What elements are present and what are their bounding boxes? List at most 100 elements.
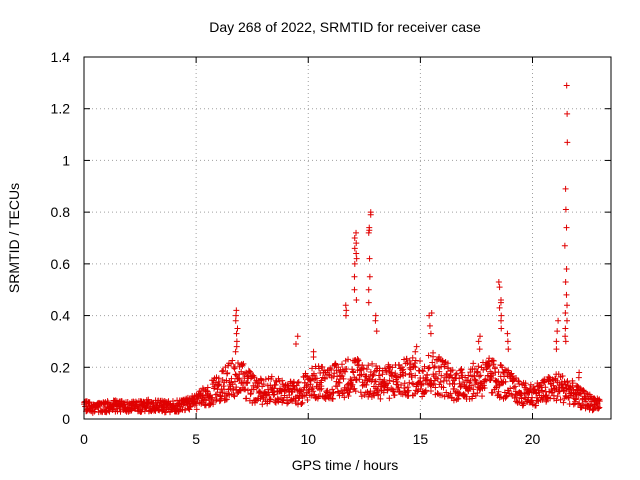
x-tick-label: 10	[300, 431, 316, 447]
data-point	[553, 346, 560, 353]
data-point	[426, 312, 433, 319]
data-point	[233, 338, 240, 345]
data-point	[260, 381, 267, 388]
data-point	[213, 396, 220, 403]
data-point	[223, 377, 230, 384]
data-point	[270, 391, 277, 398]
data-point	[389, 388, 396, 395]
data-point	[357, 389, 364, 396]
data-point	[310, 348, 317, 355]
data-point	[280, 396, 287, 403]
data-point	[562, 338, 569, 345]
data-point	[301, 379, 308, 386]
data-point	[372, 312, 379, 319]
data-point	[223, 396, 230, 403]
data-point	[303, 383, 310, 390]
data-point	[402, 370, 409, 377]
data-point	[475, 363, 482, 370]
data-point	[428, 309, 435, 316]
data-point	[233, 307, 240, 314]
data-point	[468, 382, 475, 389]
data-point	[409, 354, 416, 361]
data-point	[342, 312, 349, 319]
data-point	[447, 390, 454, 397]
data-point	[295, 395, 302, 402]
data-point	[563, 82, 570, 89]
data-point	[360, 365, 367, 372]
data-point	[520, 400, 527, 407]
data-point	[174, 404, 181, 411]
data-point	[244, 379, 251, 386]
data-point	[372, 317, 379, 324]
data-point	[474, 390, 481, 397]
data-point	[348, 382, 355, 389]
data-point	[260, 394, 267, 401]
data-point	[438, 372, 445, 379]
x-tick-labels: 0 5 10 15 20	[80, 431, 540, 447]
data-point	[550, 382, 557, 389]
data-point	[353, 250, 360, 257]
y-tick-label: 1.2	[51, 101, 71, 117]
data-point	[394, 378, 401, 385]
data-point	[439, 357, 446, 364]
data-point	[366, 273, 373, 280]
axis-ticks	[83, 56, 611, 420]
data-point	[267, 396, 274, 403]
data-point	[436, 368, 443, 375]
data-point	[463, 393, 470, 400]
data-point	[326, 390, 333, 397]
data-point	[396, 388, 403, 395]
data-point	[498, 325, 505, 332]
data-point	[363, 381, 370, 388]
data-point	[220, 368, 227, 375]
data-point	[86, 399, 93, 406]
data-point	[340, 390, 347, 397]
data-point	[458, 383, 465, 390]
data-point	[353, 297, 360, 304]
data-point	[187, 404, 194, 411]
data-point	[442, 358, 449, 365]
data-point	[373, 328, 380, 335]
data-point	[365, 299, 372, 306]
data-point	[444, 393, 451, 400]
data-point	[349, 381, 356, 388]
data-point	[513, 394, 520, 401]
data-point	[310, 353, 317, 360]
data-point	[559, 373, 566, 380]
data-point	[596, 397, 603, 404]
data-point	[529, 394, 536, 401]
data-point	[293, 382, 300, 389]
data-point	[366, 255, 373, 262]
data-point	[386, 395, 393, 402]
data-point	[486, 355, 493, 362]
data-point	[319, 363, 326, 370]
data-point	[595, 405, 602, 412]
data-point	[386, 377, 393, 384]
data-point	[505, 346, 512, 353]
data-point	[352, 388, 359, 395]
data-point	[242, 386, 249, 393]
data-point	[515, 377, 522, 384]
data-point	[377, 376, 384, 383]
data-point	[299, 399, 306, 406]
data-point	[232, 312, 239, 319]
data-point	[292, 341, 299, 348]
data-point	[363, 366, 370, 373]
data-point	[222, 396, 229, 403]
data-point	[406, 379, 413, 386]
data-point	[441, 363, 448, 370]
data-point	[224, 370, 231, 377]
data-point	[470, 360, 477, 367]
data-point	[309, 365, 316, 372]
data-point	[231, 393, 238, 400]
data-point	[244, 387, 251, 394]
data-point	[516, 398, 523, 405]
data-point	[580, 387, 587, 394]
data-point	[403, 356, 410, 363]
data-point	[350, 369, 357, 376]
data-point	[564, 379, 571, 386]
data-point	[472, 377, 479, 384]
data-point	[406, 364, 413, 371]
data-point	[507, 385, 514, 392]
